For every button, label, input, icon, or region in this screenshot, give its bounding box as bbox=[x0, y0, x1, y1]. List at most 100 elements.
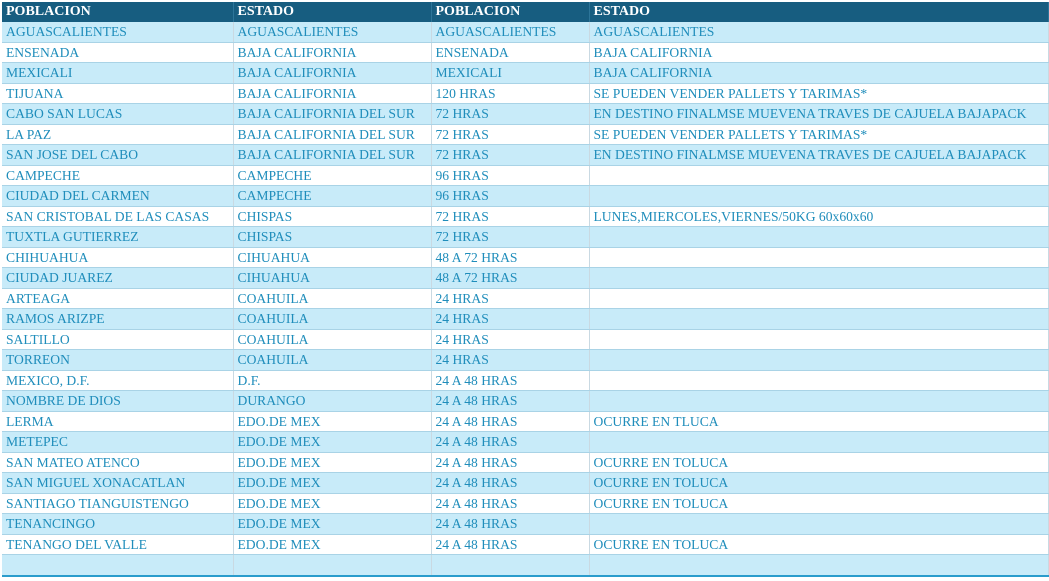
cell-poblacion: TUXTLA GUTIERREZ bbox=[2, 226, 234, 248]
table-row: SAN MIGUEL XONACATLAN EDO.DE MEX 24 A 48 H… bbox=[2, 472, 1049, 494]
cell-poblacion: SAN MATEO ATENCO bbox=[2, 452, 234, 473]
cell-estado-2: OCURRE EN TLUCA bbox=[589, 411, 1049, 432]
table-row: MEXICALI BAJA CALIFORNIA MEXICALI BAJA CALI… bbox=[2, 62, 1049, 84]
table-row: TIJUANA BAJA CALIFORNIA 120 HRAS SE PUEDEN … bbox=[2, 83, 1049, 104]
table-row: SAN JOSE DEL CABO BAJA CALIFORNIA DEL SUR… bbox=[2, 144, 1049, 166]
cell-estado: EDO.DE MEX bbox=[233, 431, 432, 453]
header-estado-2: ESTADO bbox=[589, 2, 1049, 22]
cell-poblacion-2: 24 HRAS bbox=[431, 308, 590, 330]
cell-estado-2 bbox=[589, 329, 1049, 350]
cell-poblacion-2: 24 A 48 HRAS bbox=[431, 472, 590, 494]
cell-poblacion-2: 96 HRAS bbox=[431, 165, 590, 186]
cell-estado-2 bbox=[589, 247, 1049, 268]
header-poblacion-2: POBLACION bbox=[431, 2, 590, 22]
cell-poblacion-2: 24 A 48 HRAS bbox=[431, 513, 590, 535]
cell-poblacion: LERMA bbox=[2, 411, 234, 432]
cell-poblacion-2: 120 HRAS bbox=[431, 83, 590, 104]
cell-estado-2: AGUASCALIENTES bbox=[589, 22, 1049, 43]
cell-estado: EDO.DE MEX bbox=[233, 493, 432, 514]
cell-poblacion-2: MEXICALI bbox=[431, 62, 590, 84]
cell-estado-2: EN DESTINO FINALMSE MUEVENA TRAVES DE CA… bbox=[589, 144, 1049, 166]
cell-poblacion: MEXICALI bbox=[2, 62, 234, 84]
cell-poblacion: TENANCINGO bbox=[2, 513, 234, 535]
table-row: MEXICO, D.F. D.F. 24 A 48 HRAS bbox=[2, 370, 1049, 391]
cell-estado: BAJA CALIFORNIA bbox=[233, 83, 432, 104]
cell-estado: AGUASCALIENTES bbox=[233, 22, 432, 43]
cell-poblacion-2: 48 A 72 HRAS bbox=[431, 267, 590, 289]
cell-estado: DURANGO bbox=[233, 390, 432, 412]
cell-estado bbox=[233, 554, 432, 577]
cell-poblacion-2: 24 A 48 HRAS bbox=[431, 370, 590, 391]
cell-estado-2: OCURRE EN TOLUCA bbox=[589, 452, 1049, 473]
cell-estado-2: OCURRE EN TOLUCA bbox=[589, 472, 1049, 494]
cell-estado-2 bbox=[589, 370, 1049, 391]
table-row: TORREON COAHUILA 24 HRAS bbox=[2, 349, 1049, 371]
cell-poblacion: NOMBRE DE DIOS bbox=[2, 390, 234, 412]
cell-estado: BAJA CALIFORNIA bbox=[233, 42, 432, 63]
cell-poblacion: RAMOS ARIZPE bbox=[2, 308, 234, 330]
cell-estado-2 bbox=[589, 390, 1049, 412]
cell-poblacion: SAN CRISTOBAL DE LAS CASAS bbox=[2, 206, 234, 227]
cell-estado: CAMPECHE bbox=[233, 165, 432, 186]
cell-estado-2 bbox=[589, 226, 1049, 248]
cell-poblacion: CIUDAD DEL CARMEN bbox=[2, 185, 234, 207]
cell-poblacion-2: 24 HRAS bbox=[431, 349, 590, 371]
table-row: CHIHUAHUA CIHUAHUA 48 A 72 HRAS bbox=[2, 247, 1049, 268]
cell-estado: EDO.DE MEX bbox=[233, 452, 432, 473]
cell-estado: COAHUILA bbox=[233, 329, 432, 350]
cell-poblacion-2: 96 HRAS bbox=[431, 185, 590, 207]
cell-estado: CHISPAS bbox=[233, 226, 432, 248]
cell-poblacion: TIJUANA bbox=[2, 83, 234, 104]
cell-poblacion-2 bbox=[431, 554, 590, 577]
cell-poblacion-2: 72 HRAS bbox=[431, 124, 590, 145]
header-row: POBLACION ESTADO POBLACION ESTADO bbox=[2, 2, 1049, 22]
cell-estado: EDO.DE MEX bbox=[233, 534, 432, 555]
cell-estado: CAMPECHE bbox=[233, 185, 432, 207]
table-row: ARTEAGA COAHUILA 24 HRAS bbox=[2, 288, 1049, 309]
cell-estado-2: BAJA CALIFORNIA bbox=[589, 62, 1049, 84]
cell-estado: BAJA CALIFORNIA DEL SUR bbox=[233, 103, 432, 125]
cell-poblacion: SAN JOSE DEL CABO bbox=[2, 144, 234, 166]
table-row: CAMPECHE CAMPECHE 96 HRAS bbox=[2, 165, 1049, 186]
cell-estado-2: SE PUEDEN VENDER PALLETS Y TARIMAS* bbox=[589, 124, 1049, 145]
cell-estado: EDO.DE MEX bbox=[233, 513, 432, 535]
cell-poblacion-2: ENSENADA bbox=[431, 42, 590, 63]
cell-estado-2 bbox=[589, 554, 1049, 577]
table-row: SAN CRISTOBAL DE LAS CASAS CHISPAS 72 HRAS… bbox=[2, 206, 1049, 227]
table-row: CIUDAD DEL CARMEN CAMPECHE 96 HRAS bbox=[2, 185, 1049, 207]
cell-poblacion-2: 72 HRAS bbox=[431, 103, 590, 125]
cell-estado: BAJA CALIFORNIA DEL SUR bbox=[233, 144, 432, 166]
cell-poblacion-2: 24 HRAS bbox=[431, 288, 590, 309]
cell-estado-2: BAJA CALIFORNIA bbox=[589, 42, 1049, 63]
cell-estado: COAHUILA bbox=[233, 349, 432, 371]
cell-estado: CIHUAHUA bbox=[233, 267, 432, 289]
table-row: SAN MATEO ATENCO EDO.DE MEX 24 A 48 HRAS OC… bbox=[2, 452, 1049, 473]
cell-poblacion: TENANGO DEL VALLE bbox=[2, 534, 234, 555]
header-estado: ESTADO bbox=[233, 2, 432, 22]
cell-estado-2: OCURRE EN TOLUCA bbox=[589, 534, 1049, 555]
table-row bbox=[2, 554, 1049, 577]
table-row: CIUDAD JUAREZ CIHUAHUA 48 A 72 HRAS bbox=[2, 267, 1049, 289]
cell-estado: BAJA CALIFORNIA bbox=[233, 62, 432, 84]
table-row: LERMA EDO.DE MEX 24 A 48 HRAS OCURRE EN TLU… bbox=[2, 411, 1049, 432]
table-row: TUXTLA GUTIERREZ CHISPAS 72 HRAS bbox=[2, 226, 1049, 248]
cell-estado: EDO.DE MEX bbox=[233, 472, 432, 494]
cell-estado: CIHUAHUA bbox=[233, 247, 432, 268]
cell-estado: COAHUILA bbox=[233, 308, 432, 330]
cell-poblacion: LA PAZ bbox=[2, 124, 234, 145]
cell-estado-2: EN DESTINO FINALMSE MUEVENA TRAVES DE CA… bbox=[589, 103, 1049, 125]
cell-poblacion: CAMPECHE bbox=[2, 165, 234, 186]
cell-poblacion: TORREON bbox=[2, 349, 234, 371]
cell-poblacion: CHIHUAHUA bbox=[2, 247, 234, 268]
cell-estado: EDO.DE MEX bbox=[233, 411, 432, 432]
cell-estado: BAJA CALIFORNIA DEL SUR bbox=[233, 124, 432, 145]
cell-poblacion-2: 24 A 48 HRAS bbox=[431, 493, 590, 514]
table-row: RAMOS ARIZPE COAHUILA 24 HRAS bbox=[2, 308, 1049, 330]
cell-estado-2: OCURRE EN TOLUCA bbox=[589, 493, 1049, 514]
table-row: TENANCINGO EDO.DE MEX 24 A 48 HRAS bbox=[2, 513, 1049, 535]
table-row: TENANGO DEL VALLE EDO.DE MEX 24 A 48 HRAS O… bbox=[2, 534, 1049, 555]
cell-poblacion-2: 24 A 48 HRAS bbox=[431, 431, 590, 453]
cell-estado: D.F. bbox=[233, 370, 432, 391]
cell-estado-2 bbox=[589, 267, 1049, 289]
cell-poblacion: MEXICO, D.F. bbox=[2, 370, 234, 391]
